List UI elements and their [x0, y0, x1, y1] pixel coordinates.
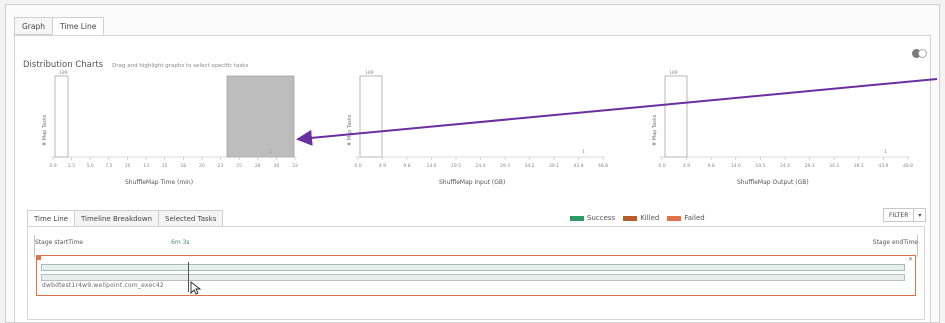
chart-3-tick-label: 43.9 — [878, 163, 888, 169]
chart-1-tick-label: 7.5 — [105, 163, 112, 169]
legend-success-swatch — [570, 215, 584, 221]
chart-2-tick-label: 9.8 — [403, 163, 410, 169]
tab-selected-tasks[interactable]: Selected Tasks — [158, 210, 224, 227]
legend-failed-label: Failed — [684, 214, 705, 222]
chart-3-tick-label: 9.8 — [708, 163, 715, 169]
legend-killed-label: Killed — [640, 214, 660, 222]
filter-dropdown-icon[interactable]: ▾ — [914, 208, 927, 222]
timeline-panel: Stage startTime 6m 3s Stage endTime ✕ dw… — [27, 226, 925, 320]
distribution-charts: # Map Tasks 189 1 0.0 2.5 5.0 7.5 10 13 15 18 20… — [42, 70, 913, 186]
close-icon[interactable]: ✕ — [907, 256, 913, 263]
chart-1-tick-label: 18 — [180, 163, 186, 169]
chart-1-ymax: 189 — [59, 70, 68, 76]
chart-3-ylabel: # Map Tasks — [652, 114, 658, 146]
view-tabs: Graph Time Line — [14, 17, 105, 35]
chart-3-tick-label: 0.0 — [658, 163, 665, 169]
chart-1-tick-label: 2.5 — [68, 163, 75, 169]
chart-2-tick-label: 24.4 — [475, 163, 485, 169]
chart-3-bar-label: 1 — [884, 149, 887, 155]
distribution-title: Distribution Charts — [23, 60, 104, 70]
chart-1-tick-label: 23 — [218, 163, 224, 169]
tab-graph[interactable]: Graph — [14, 17, 54, 35]
chart-3-xlabel: ShuffleMap Output (GB) — [737, 179, 809, 186]
chart-1-tick-label: 15 — [162, 163, 168, 169]
start-marker-line — [34, 235, 35, 257]
chart-1-tick-label: 30 — [274, 163, 280, 169]
chart-1-xlabel: ShuffleMap Time (min) — [125, 179, 193, 186]
chart-1-tick-label: 13 — [143, 163, 149, 169]
chart-3-tick-label: 19.5 — [755, 163, 765, 169]
failed-task-row[interactable]: ✕ dwbdtest1r4w9.wellpoint.com_exec42 — [36, 255, 916, 296]
toggle-switch[interactable] — [912, 49, 927, 58]
tab-time-line[interactable]: Time Line — [52, 17, 105, 35]
stage-end-label: Stage endTime — [872, 239, 918, 246]
chart-3-tick-label: 48.8 — [903, 163, 913, 169]
chart-2-bar-label: 1 — [582, 149, 585, 155]
chart-1-ylabel: # Map Tasks — [42, 114, 48, 146]
stage-start-label: Stage startTime — [35, 239, 83, 246]
chart-3-tick-label: 39.1 — [854, 163, 864, 169]
distribution-hint: Drag and highlight graphs to select spec… — [112, 63, 249, 69]
chart-shufflemap-time[interactable]: # Map Tasks 189 1 0.0 2.5 5.0 7.5 10 13 15 18 20… — [42, 70, 298, 186]
chart-2-tick-label: 43.9 — [573, 163, 583, 169]
chart-1-tick-label: 20 — [199, 163, 205, 169]
chart-2-ylabel: # Map Tasks — [347, 114, 353, 146]
timeline-tabs: Time Line Timeline Breakdown Selected Ta… — [27, 210, 224, 227]
mouse-pointer-icon — [190, 281, 202, 295]
executor-host-label: dwbdtest1r4w9.wellpoint.com_exec42 — [42, 282, 164, 289]
chart-3-bar-0 — [664, 75, 688, 158]
time-marker-label: 6m 3s — [171, 239, 190, 246]
chart-1-bar-label: 1 — [269, 149, 272, 155]
chart-3-tick-label: 14.6 — [731, 163, 741, 169]
toggle-knob — [912, 49, 921, 58]
chart-3-tick-label: 34.2 — [829, 163, 839, 169]
chart-2-tick-label: 48.8 — [598, 163, 608, 169]
chart-2-tick-label: 0.0 — [354, 163, 361, 169]
chart-shufflemap-output[interactable]: # Map Tasks 189 1 0.0 4.9 9.8 14.6 19.5 24.4 2… — [652, 70, 913, 186]
task-bar-2[interactable] — [41, 274, 905, 281]
chart-1-highlight-bar — [226, 75, 295, 158]
chart-1-tick-label: 25 — [236, 163, 242, 169]
chart-2-xlabel: ShuffleMap Input (GB) — [439, 179, 505, 186]
filter-control: FILTER ▾ — [883, 208, 927, 222]
status-legend: Success Killed Failed — [562, 214, 705, 222]
chart-1-bar-0 — [54, 75, 69, 158]
chart-2-ymax: 189 — [365, 70, 374, 76]
row-handle-icon[interactable] — [37, 256, 41, 260]
chart-3-tick-label: 24.4 — [780, 163, 790, 169]
chart-1-tick-label: 0.0 — [49, 163, 56, 169]
distribution-header: Distribution Charts Drag and highlight g… — [23, 52, 248, 71]
chart-1-tick-label: 33 — [292, 163, 298, 169]
end-marker-line — [917, 235, 918, 257]
time-cursor-line[interactable] — [188, 262, 189, 292]
chart-2-tick-label: 29.3 — [500, 163, 510, 169]
chart-3-tick-label: 29.3 — [805, 163, 815, 169]
chart-2-bar-0 — [359, 75, 383, 158]
legend-success-label: Success — [587, 214, 616, 222]
chart-1-tick-label: 10 — [125, 163, 131, 169]
chart-2-tick-label: 4.9 — [379, 163, 386, 169]
chart-shufflemap-input[interactable]: # Map Tasks 189 1 0.0 4.9 9.8 14.6 19.5 24.4 2… — [347, 70, 608, 186]
chart-2-tick-label: 39.1 — [549, 163, 559, 169]
chart-3-ymax: 189 — [669, 70, 678, 76]
tab-timeline[interactable]: Time Line — [27, 210, 75, 227]
toggle-track — [918, 49, 927, 58]
task-bar-1[interactable] — [41, 264, 905, 271]
content-area: Distribution Charts Drag and highlight g… — [14, 35, 931, 323]
chart-1-tick-label: 5.0 — [87, 163, 94, 169]
legend-failed-swatch — [667, 215, 682, 221]
chart-2-tick-label: 19.5 — [451, 163, 461, 169]
chart-2-tick-label: 14.6 — [426, 163, 436, 169]
legend-killed-swatch — [623, 215, 638, 221]
tab-timeline-breakdown[interactable]: Timeline Breakdown — [73, 210, 160, 227]
filter-button[interactable]: FILTER — [883, 208, 915, 222]
chart-1-tick-label: 28 — [255, 163, 261, 169]
chart-2-tick-label: 34.2 — [524, 163, 534, 169]
chart-3-tick-label: 4.9 — [683, 163, 690, 169]
